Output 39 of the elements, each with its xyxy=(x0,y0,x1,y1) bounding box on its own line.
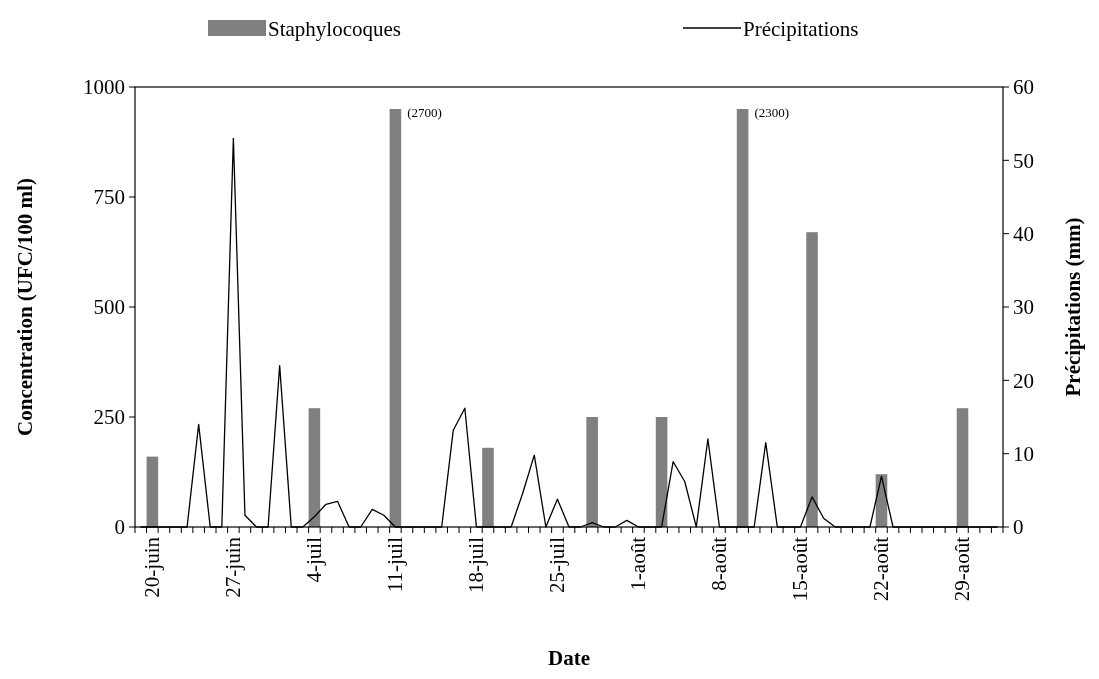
y2-tick-label: 20 xyxy=(1013,368,1034,393)
y2-tick-label: 50 xyxy=(1013,148,1034,173)
legend-label: Précipitations xyxy=(743,17,859,42)
x-tick-label: 20-juin xyxy=(140,536,165,598)
annotation: (2700) xyxy=(407,105,442,120)
y2-tick-label: 30 xyxy=(1013,295,1034,320)
y2-tick-label: 0 xyxy=(1013,515,1024,540)
x-tick-label: 29-août xyxy=(950,536,975,602)
x-tick-label: 18-juil xyxy=(464,536,489,593)
x-tick-label: 8-août xyxy=(707,536,732,591)
bar xyxy=(482,447,494,527)
y-tick-label: 1000 xyxy=(83,75,125,100)
bar xyxy=(308,408,321,527)
bar xyxy=(956,408,969,527)
x-tick-label: 11-juil xyxy=(383,536,408,593)
legend-label: Staphylocoques xyxy=(268,17,401,42)
x-tick-label: 27-juin xyxy=(221,536,246,598)
y2-tick-label: 10 xyxy=(1013,442,1034,467)
x-tick-label: 1-août xyxy=(626,536,651,591)
x-tick-label: 25-juil xyxy=(545,536,570,593)
x-tick-label: 15-août xyxy=(788,536,813,602)
bar xyxy=(389,109,402,527)
x-tick-label: 4-juil xyxy=(302,536,327,583)
y-tick-label: 250 xyxy=(93,405,125,430)
bar xyxy=(586,417,598,527)
bar xyxy=(736,109,749,527)
y2-axis-title: Précipitations (mm) xyxy=(1061,217,1085,397)
y-tick-label: 750 xyxy=(93,185,125,210)
x-tick-label: 22-août xyxy=(869,536,894,602)
x-axis-title: Date xyxy=(548,646,590,670)
annotation: (2300) xyxy=(754,105,790,120)
bar xyxy=(146,456,159,527)
bar xyxy=(806,232,818,527)
y-axis-title: Concentration (UFC/100 ml) xyxy=(13,178,37,436)
y-tick-label: 500 xyxy=(93,295,125,320)
y-tick-label: 0 xyxy=(114,515,125,540)
bar xyxy=(655,417,668,527)
y2-tick-label: 60 xyxy=(1013,75,1034,100)
y2-tick-label: 40 xyxy=(1013,222,1034,247)
